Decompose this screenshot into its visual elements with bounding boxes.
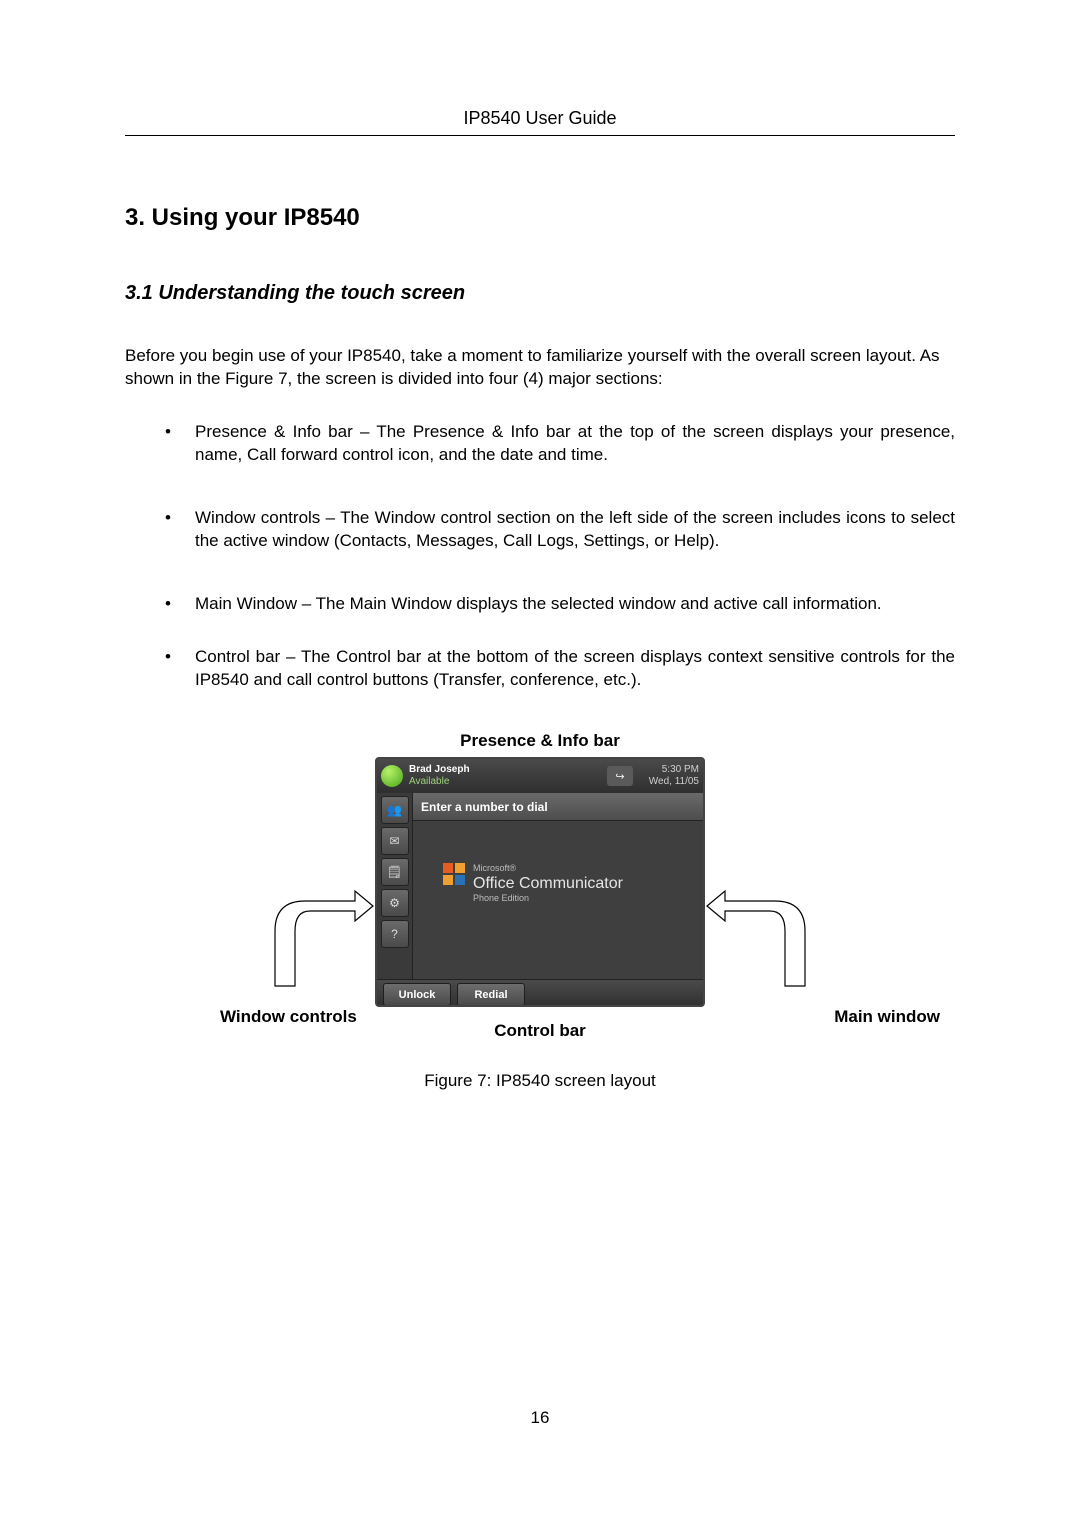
- label-control-bar: Control bar: [125, 1021, 955, 1041]
- header-rule: [125, 135, 955, 136]
- intro-paragraph: Before you begin use of your IP8540, tak…: [125, 345, 955, 391]
- phone-body: 👥 ✉ 🗒 ⚙ ? Enter a number to dial Mic: [377, 793, 703, 979]
- phone-screenshot: Brad Joseph Available ↪ 5:30 PM Wed, 11/…: [375, 757, 705, 1007]
- logo-vendor: Microsoft®: [473, 863, 623, 874]
- arrow-main-window: [705, 861, 825, 991]
- redial-button[interactable]: Redial: [457, 983, 525, 1006]
- figure-caption: Figure 7: IP8540 screen layout: [125, 1071, 955, 1091]
- date-text: Wed, 11/05: [639, 776, 699, 788]
- presence-text: Brad Joseph Available: [409, 764, 601, 788]
- presence-status: Available: [409, 776, 601, 788]
- main-window-area: Enter a number to dial Microsoft® Office…: [413, 793, 703, 979]
- time-text: 5:30 PM: [639, 764, 699, 776]
- dial-input[interactable]: Enter a number to dial: [413, 793, 703, 821]
- figure: Presence & Info bar Brad Joseph Availabl…: [125, 731, 955, 1111]
- bullet-item: Presence & Info bar – The Presence & Inf…: [165, 421, 955, 467]
- datetime: 5:30 PM Wed, 11/05: [639, 764, 699, 788]
- presence-name: Brad Joseph: [409, 764, 601, 776]
- running-header: IP8540 User Guide: [125, 108, 955, 144]
- bullet-item: Main Window – The Main Window displays t…: [165, 593, 955, 616]
- arrow-window-controls: [255, 861, 375, 991]
- logo-squares-icon: [443, 863, 465, 885]
- logo-product: Office Communicator: [473, 874, 623, 893]
- section-heading: 3. Using your IP8540: [125, 204, 955, 232]
- call-forward-icon[interactable]: ↪: [607, 766, 633, 786]
- bullet-item: Control bar – The Control bar at the bot…: [165, 646, 955, 692]
- logo-edition: Phone Edition: [473, 893, 623, 904]
- subsection-heading: 3.1 Understanding the touch screen: [125, 282, 955, 305]
- page-number: 16: [0, 1408, 1080, 1428]
- messages-icon[interactable]: ✉: [381, 827, 409, 855]
- label-presence-bar: Presence & Info bar: [125, 731, 955, 751]
- window-controls-sidebar: 👥 ✉ 🗒 ⚙ ?: [377, 793, 413, 979]
- unlock-button[interactable]: Unlock: [383, 983, 451, 1006]
- settings-icon[interactable]: ⚙: [381, 889, 409, 917]
- bullet-list: Presence & Info bar – The Presence & Inf…: [125, 421, 955, 692]
- contacts-icon[interactable]: 👥: [381, 796, 409, 824]
- running-header-text: IP8540 User Guide: [463, 108, 616, 128]
- bullet-item: Window controls – The Window control sec…: [165, 507, 955, 553]
- call-logs-icon[interactable]: 🗒: [381, 858, 409, 886]
- office-communicator-logo: Microsoft® Office Communicator Phone Edi…: [443, 863, 623, 904]
- presence-info-bar: Brad Joseph Available ↪ 5:30 PM Wed, 11/…: [377, 759, 703, 793]
- help-icon[interactable]: ?: [381, 920, 409, 948]
- control-bar: Unlock Redial: [377, 979, 703, 1007]
- presence-dot-icon: [381, 765, 403, 787]
